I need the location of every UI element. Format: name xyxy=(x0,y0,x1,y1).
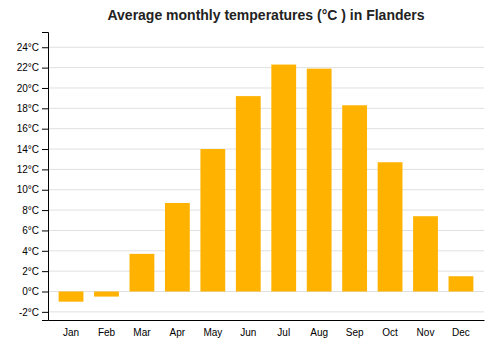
bar xyxy=(59,292,84,302)
grid-line xyxy=(48,108,484,109)
tick: 0°C xyxy=(22,286,48,297)
tick-mark xyxy=(42,271,48,272)
axis-line xyxy=(49,320,485,321)
tick: 6°C xyxy=(22,225,48,236)
tick-label: 20°C xyxy=(17,83,39,94)
tick: 2°C xyxy=(22,266,48,277)
tick-label: 16°C xyxy=(17,123,39,134)
bar xyxy=(94,292,119,297)
tick-label: Jan xyxy=(63,327,79,338)
tick: 10°C xyxy=(17,184,48,195)
tick: Jun xyxy=(240,327,256,338)
bar xyxy=(449,276,474,291)
tick-mark xyxy=(42,149,48,150)
tick: Sep xyxy=(346,327,364,338)
tick-mark xyxy=(42,292,48,293)
tick-mark xyxy=(42,88,48,89)
tick: Mar xyxy=(133,327,151,338)
tick-label: Dec xyxy=(452,327,470,338)
tick-mark xyxy=(42,129,48,130)
tick-label: Oct xyxy=(382,327,398,338)
axis-line xyxy=(42,33,49,321)
grid-line xyxy=(48,311,484,312)
tick: Nov xyxy=(417,327,435,338)
tick-label: Feb xyxy=(98,327,116,338)
tick-label: May xyxy=(203,327,222,338)
bar xyxy=(165,203,190,292)
tick: 14°C xyxy=(17,144,48,155)
tick-label: 24°C xyxy=(17,42,39,53)
tick: 12°C xyxy=(17,164,48,175)
tick: 24°C xyxy=(17,42,48,53)
tick: Apr xyxy=(170,327,186,338)
tick: 4°C xyxy=(22,245,48,256)
bar xyxy=(200,149,225,291)
tick-mark xyxy=(42,108,48,109)
bar xyxy=(236,96,261,291)
tick-label: 10°C xyxy=(17,184,39,195)
tick: Dec xyxy=(452,327,470,338)
grid-line xyxy=(48,87,484,88)
tick-mark xyxy=(42,251,48,252)
bar xyxy=(378,162,403,291)
grid-line xyxy=(48,67,484,68)
tick: 16°C xyxy=(17,123,48,134)
tick-label: 4°C xyxy=(22,245,39,256)
tick: Jul xyxy=(277,327,290,338)
bar xyxy=(413,216,438,291)
tick-label: Mar xyxy=(133,327,151,338)
tick-label: 22°C xyxy=(17,62,39,73)
tick-label: 18°C xyxy=(17,103,39,114)
plot: -2°C 0°C 2°C 4°C 6°C 8°C 10°C 12°C 14°C 16°C 18°C 2… xyxy=(17,33,485,339)
bar xyxy=(307,69,332,292)
grid-line xyxy=(48,149,484,150)
tick-label: Jun xyxy=(240,327,256,338)
tick-mark xyxy=(42,230,48,231)
y-axis: -2°C 0°C 2°C 4°C 6°C 8°C 10°C 12°C 14°C 16°C 18°C 2… xyxy=(17,33,49,321)
tick-label: Aug xyxy=(310,327,328,338)
tick: 18°C xyxy=(17,103,48,114)
tick-label: 8°C xyxy=(22,205,39,216)
tick-label: 12°C xyxy=(17,164,39,175)
bar xyxy=(342,105,367,291)
tick-mark xyxy=(42,190,48,191)
title: Average monthly temperatures (°C ) in Fl… xyxy=(107,7,424,23)
bars xyxy=(59,65,474,302)
tick-label: Apr xyxy=(170,327,186,338)
tick: May xyxy=(203,327,222,338)
tick-label: Sep xyxy=(346,327,364,338)
tick-label: Nov xyxy=(417,327,435,338)
grid-line xyxy=(48,169,484,170)
chart: -2°C 0°C 2°C 4°C 6°C 8°C 10°C 12°C 14°C 16°C 18°C 2… xyxy=(0,0,500,350)
tick-mark xyxy=(42,68,48,69)
tick-mark xyxy=(42,47,48,48)
tick: 22°C xyxy=(17,62,48,73)
tick: 8°C xyxy=(22,205,48,216)
tick: Jan xyxy=(63,327,79,338)
tick: -2°C xyxy=(19,307,48,318)
grid-line xyxy=(48,210,484,211)
grid-line xyxy=(48,189,484,190)
tick-label: 2°C xyxy=(22,266,39,277)
grid-line xyxy=(48,128,484,129)
tick-label: -2°C xyxy=(19,307,39,318)
tick: 20°C xyxy=(17,83,48,94)
tick: Aug xyxy=(310,327,328,338)
tick-mark xyxy=(42,312,48,313)
tick: Oct xyxy=(382,327,398,338)
grid-line xyxy=(48,47,484,48)
bar xyxy=(271,65,296,292)
tick-label: 14°C xyxy=(17,144,39,155)
bar xyxy=(130,254,155,292)
grid xyxy=(48,47,484,312)
tick-mark xyxy=(42,210,48,211)
tick-label: 6°C xyxy=(22,225,39,236)
tick-label: Jul xyxy=(277,327,290,338)
x-axis: Jan Feb Mar Apr May Jun Jul Aug Sep Oct Nov Dec xyxy=(49,321,485,339)
tick-label: 0°C xyxy=(22,286,39,297)
tick: Feb xyxy=(98,327,116,338)
tick-mark xyxy=(42,169,48,170)
